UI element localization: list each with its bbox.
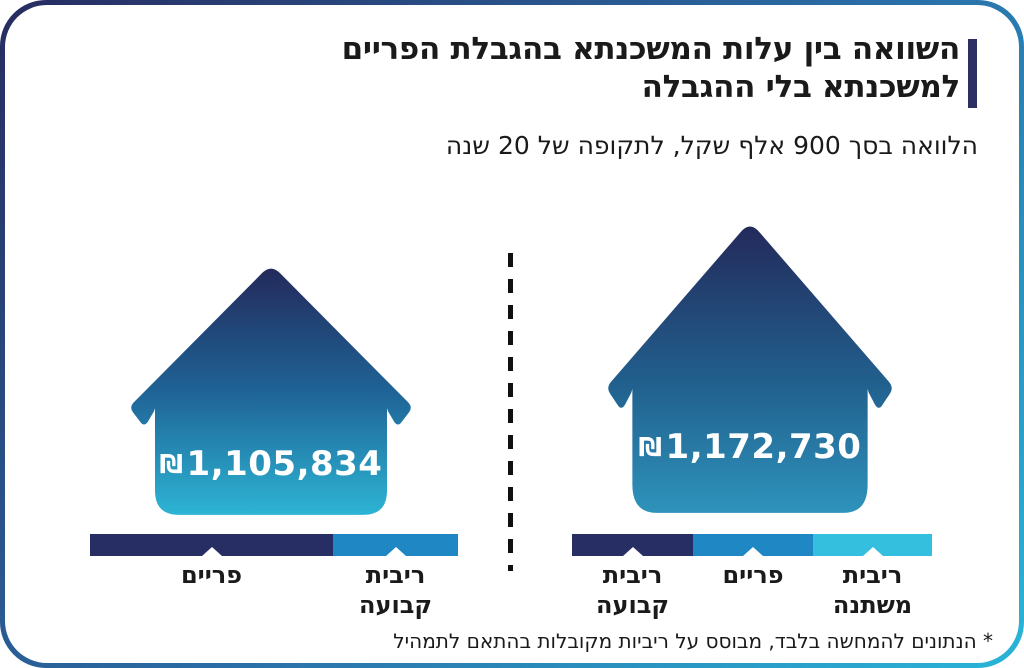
page-title-line-2: למשכנתא בלי ההגבלה <box>641 69 961 105</box>
notch-pointer <box>385 547 406 556</box>
dashed-divider <box>508 253 513 571</box>
shekel-sign-icon: ₪ <box>638 433 663 463</box>
segment-label-prime-right: פריים <box>722 561 784 589</box>
house-icon-right <box>608 226 892 513</box>
shekel-sign-icon: ₪ <box>159 450 184 480</box>
footnote: * הנתונים להמחשה בלבד, מבוסס על ריביות מ… <box>393 629 993 653</box>
total-cost-left-amount: 1,105,834 <box>186 444 383 484</box>
mix-bar-right <box>572 534 932 556</box>
total-cost-left: ₪1,105,834 <box>129 444 413 484</box>
notch-pointer <box>201 547 222 556</box>
mix-bar-left <box>90 534 458 556</box>
total-cost-right-amount: 1,172,730 <box>665 427 862 467</box>
bar-segment-prime <box>90 534 333 556</box>
segment-label-variable-right: ריבית משתנה <box>832 561 913 619</box>
bar-segment-prime <box>693 534 813 556</box>
segment-label-fixed-left: ריבית קבועה <box>358 561 433 619</box>
notch-pointer <box>622 547 643 556</box>
total-cost-right: ₪1,172,730 <box>606 427 894 467</box>
page-title: השוואה בין עלות המשכנתא בהגבלת הפריים למ… <box>341 30 961 106</box>
page-title-line-1: השוואה בין עלות המשכנתא בהגבלת הפריים <box>341 31 961 67</box>
segment-label-fixed-right: ריבית קבועה <box>595 561 670 619</box>
bar-segment-fixed <box>333 534 458 556</box>
title-accent-bar <box>968 39 977 108</box>
notch-pointer <box>743 547 763 556</box>
house-icon-left <box>131 268 411 515</box>
notch-pointer <box>862 547 883 556</box>
bar-segment-variable <box>813 534 932 556</box>
page-subtitle: הלוואה בסך 900 אלף שקל, לתקופה של 20 שנה <box>445 131 978 160</box>
segment-label-prime-left: פריים <box>180 561 243 589</box>
bar-segment-fixed <box>572 534 693 556</box>
